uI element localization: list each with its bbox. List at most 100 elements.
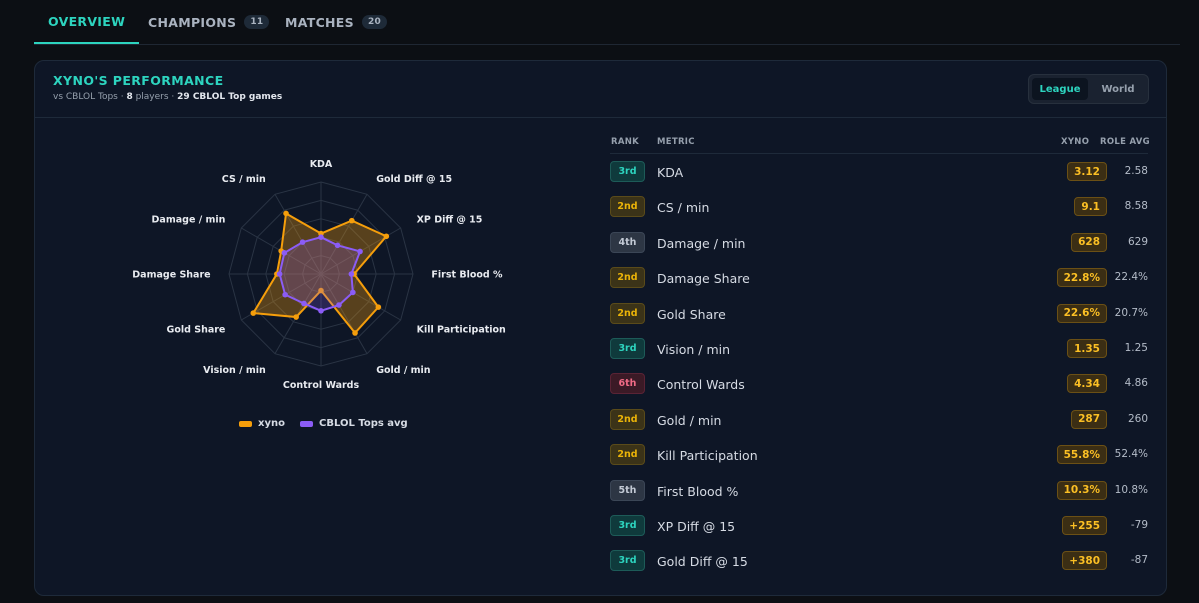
rank-badge: 6th: [610, 373, 645, 395]
radar-axis-label: CS / min: [222, 174, 266, 185]
metric-name: Gold Diff @ 15: [657, 554, 748, 570]
radar-spoke: [320, 194, 368, 275]
col-header-player: XYNO: [1061, 137, 1090, 147]
table-row: 3rd KDA 3.12 2.58: [610, 160, 1148, 185]
radar-point: [281, 250, 288, 256]
tab-matches[interactable]: MATCHES 20: [285, 0, 388, 44]
performance-card: XYNO'S PERFORMANCE vs CBLOL Tops · 8 pla…: [34, 60, 1167, 596]
tab-champions[interactable]: CHAMPIONS 11: [148, 0, 270, 44]
rank-badge: 4th: [610, 231, 645, 253]
radar-axis-label: Damage Share: [132, 270, 210, 281]
radar-point: [350, 289, 356, 296]
player-value: +380: [1062, 551, 1107, 571]
legend-item-xyno: xyno: [239, 418, 285, 429]
rank-badge: 2nd: [610, 444, 645, 466]
radar-series-xyno: [250, 210, 390, 336]
table-row: 2nd Kill Participation 55.8% 52.4%: [610, 443, 1148, 468]
rank-badge: 2nd: [610, 408, 645, 430]
col-header-metric: METRIC: [657, 137, 695, 147]
radar-point: [375, 304, 382, 310]
subtitle-players: 8: [126, 92, 133, 102]
table-row: 4th Damage / min 628 629: [610, 231, 1148, 256]
subtitle-players-suffix: players ·: [132, 92, 178, 102]
rank-badge: 3rd: [610, 161, 645, 182]
player-value: 1.35: [1067, 339, 1107, 358]
radar-point: [282, 291, 288, 298]
player-value: 4.34: [1067, 374, 1107, 394]
col-header-role-avg: ROLE AVG: [1100, 137, 1150, 147]
radar-point: [383, 233, 390, 240]
metric-name: Kill Participation: [657, 448, 758, 464]
rank-badge: 5th: [610, 479, 645, 501]
rank-badge: 2nd: [610, 267, 645, 289]
table-row: 3rd Vision / min 1.35 1.25: [610, 337, 1148, 362]
radar-point: [318, 308, 324, 314]
tab-champions-label: CHAMPIONS: [148, 14, 237, 30]
legend-label-xyno: xyno: [258, 418, 285, 429]
metric-name: Gold Share: [657, 306, 726, 322]
radar-axis-labels: KDA Gold Diff @ 15 XP Diff @ 15 First Blood…: [132, 159, 506, 391]
card-header: XYNO'S PERFORMANCE vs CBLOL Tops · 8 pla…: [35, 61, 1166, 118]
radar-axis-label: Control Wards: [283, 380, 360, 391]
table-row: 2nd Gold Share 22.6% 20.7%: [610, 302, 1148, 327]
legend-swatch-xyno: [239, 420, 252, 427]
metric-name: Vision / min: [657, 342, 731, 357]
metric-name: Damage / min: [657, 235, 746, 251]
radar-axis-label: KDA: [310, 159, 333, 170]
subtitle-games: 29 CBLOL Top games: [177, 92, 283, 102]
legend-label-role-avg: CBLOL Tops avg: [319, 418, 408, 429]
table-row: 2nd Damage Share 22.8% 22.4%: [610, 266, 1148, 291]
role-avg-value: 4.86: [1124, 377, 1148, 390]
rank-badge: 2nd: [610, 196, 645, 218]
radar-point: [318, 234, 324, 240]
role-avg-value: 2.58: [1124, 165, 1148, 177]
role-avg-value: 10.8%: [1114, 483, 1148, 496]
role-avg-value: 629: [1127, 235, 1148, 248]
metric-name: XP Diff @ 15: [657, 519, 736, 534]
table-row: 2nd CS / min 9.1 8.58: [610, 195, 1148, 220]
radar-series-role-avg: [276, 234, 363, 314]
tab-overview[interactable]: OVERVIEW: [34, 0, 140, 44]
radar-axis-label: XP Diff @ 15: [417, 214, 483, 225]
metric-name: CS / min: [657, 200, 710, 216]
toggle-league[interactable]: League: [1032, 78, 1088, 100]
radar-point: [349, 217, 355, 224]
tab-overview-label: OVERVIEW: [48, 13, 126, 29]
radar-point: [357, 248, 363, 255]
rank-badge: 3rd: [610, 515, 645, 536]
radar-point: [293, 314, 299, 320]
toggle-world[interactable]: World: [1101, 83, 1135, 95]
card-subtitle: vs CBLOL Tops · 8 players · 29 CBLOL Top…: [53, 92, 282, 102]
rank-badge: 3rd: [610, 550, 645, 572]
role-avg-value: 22.4%: [1114, 271, 1148, 284]
col-header-rank: RANK: [611, 137, 640, 147]
tab-bar: OVERVIEW CHAMPIONS 11 MATCHES 20: [34, 0, 1180, 45]
role-avg-value: 260: [1127, 412, 1148, 425]
radar-chart: KDA Gold Diff @ 15 XP Diff @ 15 First Blood…: [132, 159, 506, 391]
player-value: +255: [1062, 516, 1107, 535]
role-avg-value: 20.7%: [1114, 306, 1148, 319]
radar-point: [348, 271, 355, 277]
player-value: 628: [1071, 232, 1107, 252]
role-avg-value: 52.4%: [1114, 448, 1148, 461]
metric-name: Damage Share: [657, 271, 750, 287]
table-row: 6th Control Wards 4.34 4.86: [610, 372, 1148, 397]
metric-name: First Blood %: [657, 483, 739, 499]
radar-point: [276, 271, 283, 277]
player-value: 22.8%: [1056, 268, 1107, 288]
legend-swatch-role-avg: [300, 420, 313, 427]
table-row: 2nd Gold / min 287 260: [610, 408, 1148, 433]
player-value: 10.3%: [1056, 480, 1107, 500]
player-value: 3.12: [1067, 162, 1107, 181]
tab-champions-count: 11: [244, 15, 270, 29]
radar-spoke: [320, 273, 368, 354]
card-title: XYNO'S PERFORMANCE: [53, 73, 224, 88]
player-value: 55.8%: [1056, 445, 1107, 465]
radar-spoke: [274, 194, 322, 275]
player-value: 22.6%: [1056, 303, 1107, 323]
table-row: 3rd Gold Diff @ 15 +380 -87: [610, 549, 1148, 574]
role-avg-value: -87: [1130, 554, 1148, 567]
radar-point: [283, 210, 289, 217]
metric-name: Gold / min: [657, 412, 722, 428]
radar-point: [250, 310, 257, 316]
